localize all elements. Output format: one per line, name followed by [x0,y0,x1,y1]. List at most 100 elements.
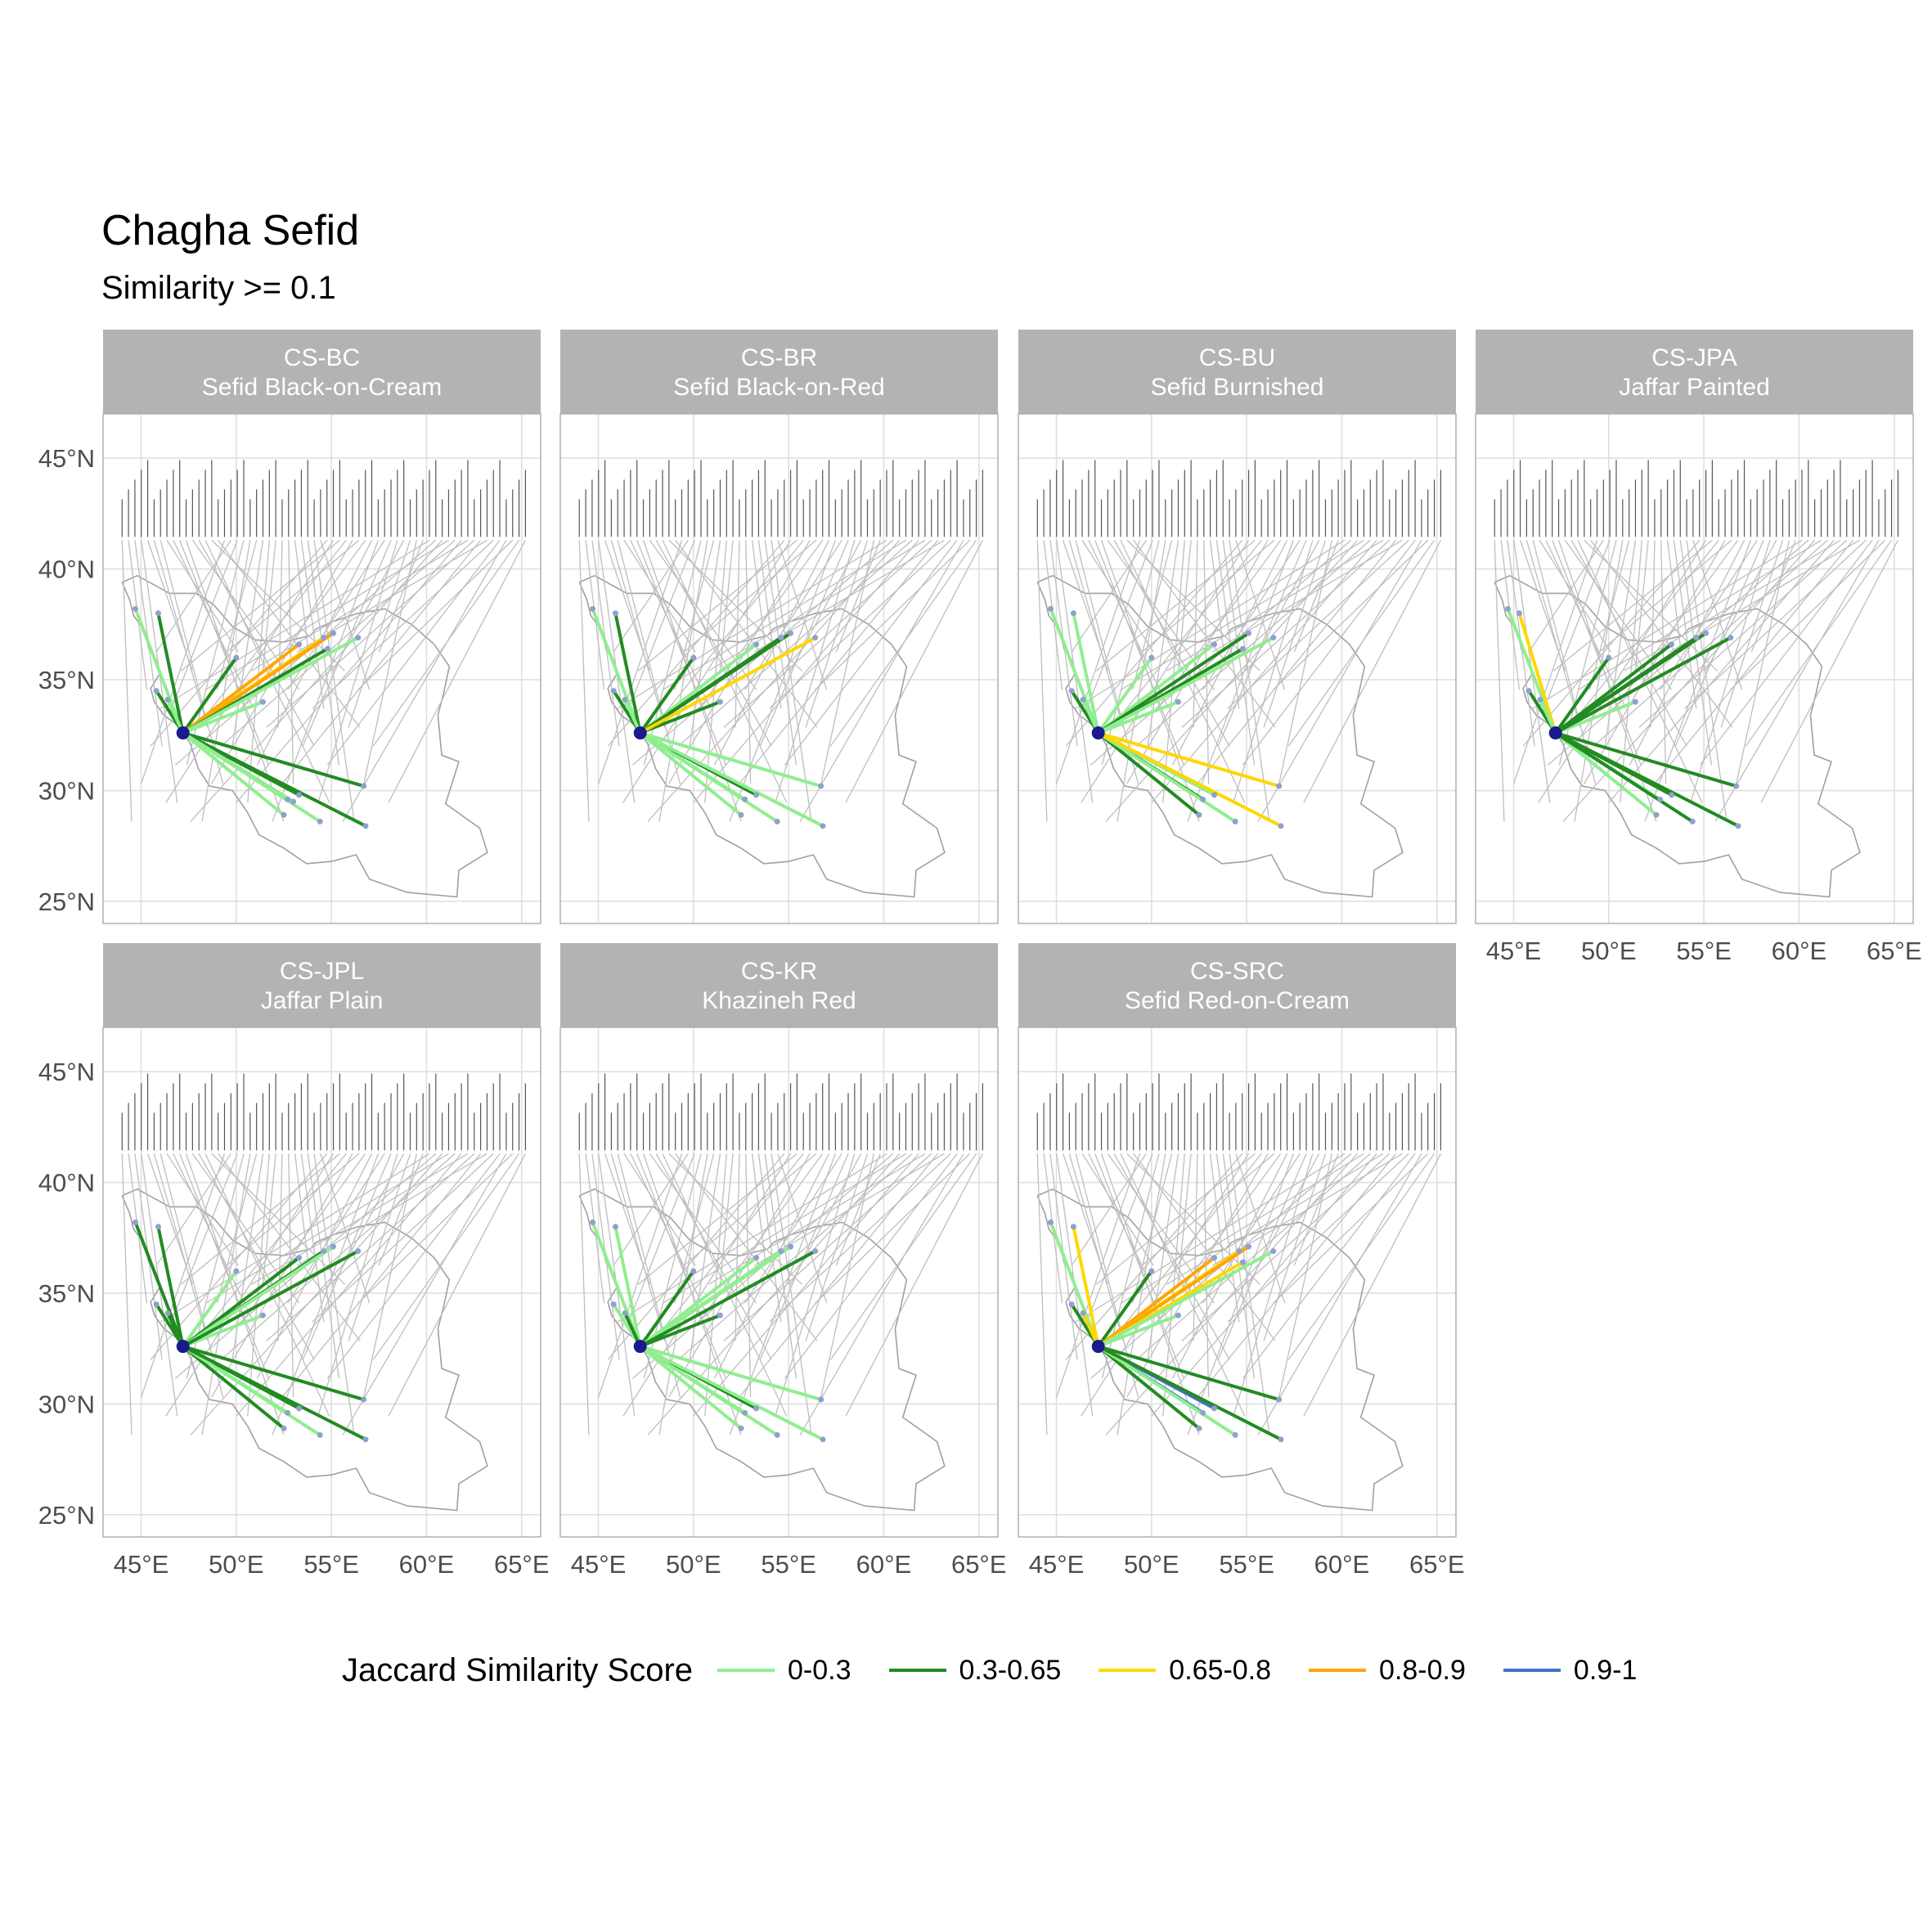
label-connector [251,1152,469,1285]
chart-title: Chagha Sefid [101,207,360,254]
site-point [1278,823,1284,829]
site-point [1196,1425,1202,1431]
label-connector [326,540,501,766]
label-connector [1181,539,1391,728]
label-connector [281,1152,482,1398]
label-connector [764,540,798,766]
label-connector [815,539,971,690]
origin-point [176,726,190,740]
facet-code: CS-KR [741,958,817,985]
label-connector [1233,1153,1314,1417]
similarity-link [639,731,743,816]
label-connector [1278,540,1332,784]
label-connector [1293,540,1339,653]
label-connector [578,1153,590,1436]
label-connector [597,540,683,784]
site-point [1211,641,1218,648]
label-connector [1197,1152,1397,1398]
label-connector [357,539,514,690]
site-point [1653,811,1660,818]
y-tick-label: 40°N [38,1169,95,1197]
site-point [1175,699,1181,705]
label-connector [1211,539,1403,653]
similarity-link [1072,613,1100,734]
similarity-link [640,1345,822,1401]
label-connector [739,1152,939,1398]
label-connector [704,1153,727,1417]
facet-strip [103,330,541,414]
label-connector [216,1153,258,1304]
origin-point [1548,726,1562,740]
similarity-link [182,700,264,735]
label-connector [1177,540,1192,672]
label-connector [677,1152,913,1360]
label-connector [719,1153,734,1285]
site-point [164,696,171,703]
site-point [361,783,367,789]
site-point [1068,1301,1075,1308]
site-point [622,1310,628,1316]
label-connector [121,540,133,822]
label-connector [658,1153,708,1436]
facet-strip [560,330,998,414]
label-connector [719,540,734,672]
legend-label: 0-0.3 [788,1654,851,1686]
label-connector [1121,539,1364,690]
label-connector [1584,540,1726,784]
label-connector [1107,540,1215,690]
similarity-link [1098,731,1280,788]
x-tick-label: 55°E [761,1550,816,1579]
y-tick-label: 35°N [38,1279,95,1308]
label-connector [771,1153,812,1436]
label-connector [198,540,315,747]
site-point [590,605,596,612]
label-connector [1570,540,1687,747]
site-point [717,1312,723,1319]
label-connector [220,539,456,747]
similarity-link [639,1245,792,1348]
label-connector [1532,539,1803,709]
similarity-link [182,1345,321,1437]
site-point [610,1301,617,1308]
site-point [330,1243,336,1250]
label-connector [1578,539,1822,690]
label-connector [1075,539,1346,709]
label-connector [140,1153,226,1398]
site-point [753,792,760,798]
label-connector [165,540,335,803]
facet-code: CS-BU [1199,344,1275,371]
y-tick-label: 30°N [38,1390,95,1418]
legend-key-line [717,1669,775,1672]
label-connector [820,1153,874,1398]
label-connector [683,539,817,653]
similarity-link [1097,731,1201,816]
label-connector [363,1153,417,1398]
label-connector [1660,540,1758,690]
label-connector [1512,540,1598,784]
facet-code: CS-JPL [280,958,364,985]
site-point [321,635,327,641]
site-point [133,1219,139,1225]
similarity-link [182,631,335,735]
x-tick-label: 60°E [1314,1550,1370,1579]
site-point [690,1268,697,1274]
site-point [155,610,161,617]
similarity-link [1097,1345,1282,1441]
label-connector [1086,1153,1153,1323]
label-connector [388,1153,526,1417]
site-point [753,1255,760,1261]
site-point [296,641,303,648]
legend-item: 0.65-0.8 [1099,1655,1271,1687]
similarity-link [182,731,294,803]
label-connector [1171,540,1288,766]
label-connector [1126,1153,1269,1398]
label-connector [201,540,251,822]
panel-border [102,1027,541,1538]
similarity-link [182,636,359,735]
x-tick-label: 55°E [1219,1550,1274,1579]
label-connector [1135,1152,1371,1360]
label-connector [771,540,812,822]
label-connector [708,1152,926,1285]
label-connector [226,539,360,653]
